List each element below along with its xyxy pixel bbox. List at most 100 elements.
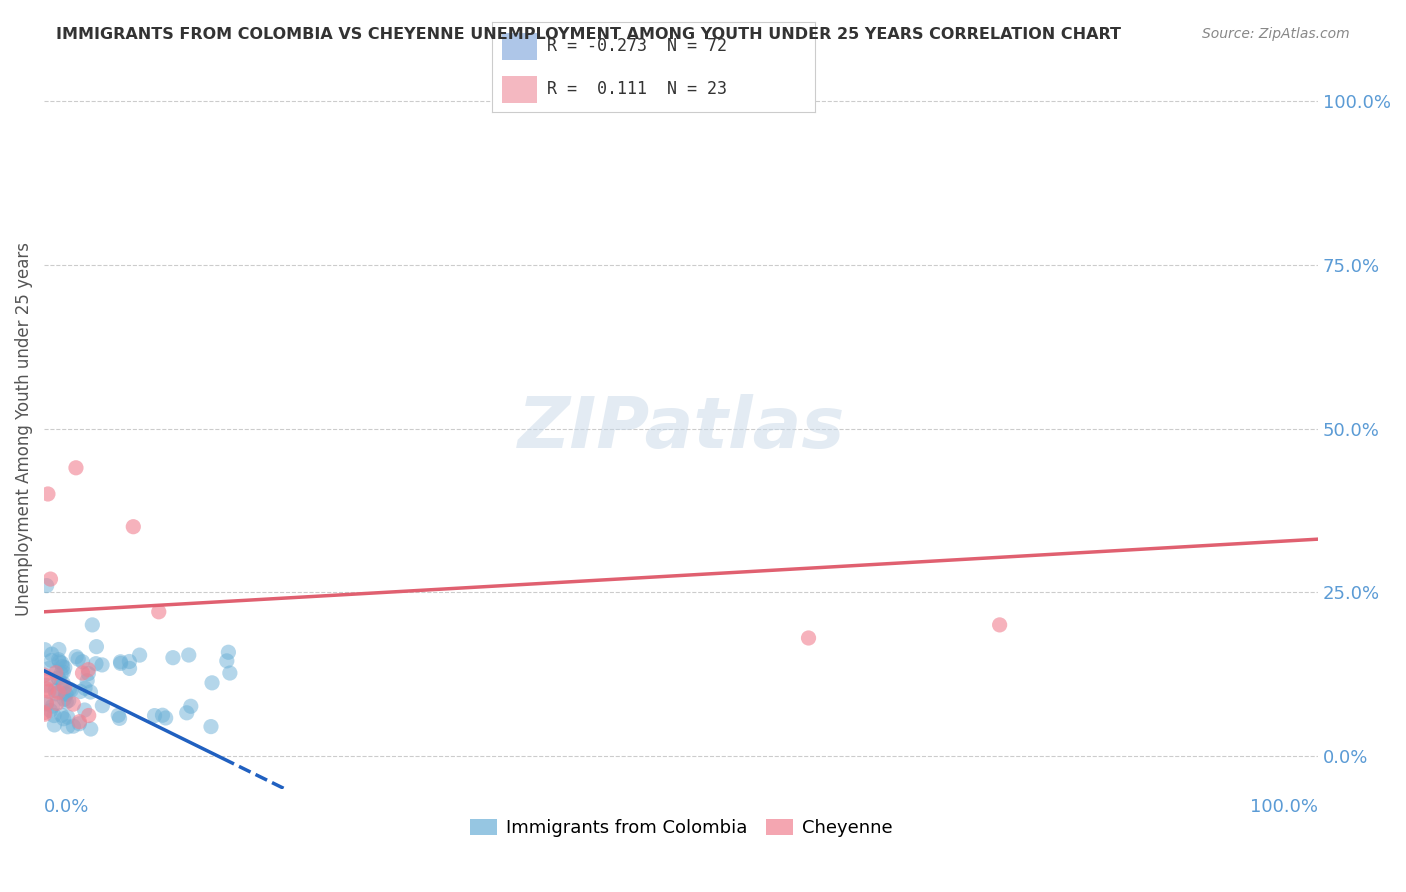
Point: [35, 678, 58, 692]
Point: [51, 708, 73, 723]
Point: [58, 682, 80, 697]
Point: [67, 652, 90, 666]
Point: [65, 460, 87, 475]
Point: [118, 655, 141, 669]
Point: [38, 662, 60, 676]
Text: 100.0%: 100.0%: [1250, 798, 1319, 816]
Point: [62, 697, 84, 711]
Point: [46, 671, 69, 685]
FancyBboxPatch shape: [502, 33, 537, 60]
Point: [73, 703, 96, 717]
Point: [39, 704, 62, 718]
Point: [148, 605, 170, 619]
Y-axis label: Unemployment Among Youth under 25 years: Unemployment Among Youth under 25 years: [15, 242, 32, 615]
Point: [91, 657, 114, 672]
Point: [62, 719, 84, 733]
Point: [55, 695, 77, 709]
Point: [53, 660, 76, 674]
Point: [86, 640, 108, 654]
Point: [80, 722, 103, 736]
Point: [107, 708, 129, 723]
Point: [48, 653, 70, 667]
Point: [67, 714, 90, 729]
Point: [37, 487, 59, 501]
Point: [45, 687, 67, 701]
Point: [67, 716, 90, 731]
Point: [91, 698, 114, 713]
Point: [218, 666, 240, 681]
Point: [177, 648, 200, 662]
Point: [77, 666, 100, 681]
Point: [48, 685, 70, 699]
Point: [41, 699, 63, 714]
Point: [82, 618, 104, 632]
Point: [55, 687, 77, 701]
Text: R = -0.273  N = 72: R = -0.273 N = 72: [547, 37, 727, 55]
Point: [162, 650, 184, 665]
Point: [52, 712, 75, 726]
Point: [53, 692, 76, 706]
Text: ZIPatlas: ZIPatlas: [517, 394, 845, 463]
Point: [35, 579, 58, 593]
FancyBboxPatch shape: [502, 76, 537, 103]
Point: [48, 655, 70, 669]
Point: [42, 708, 65, 723]
Point: [215, 654, 238, 668]
Point: [110, 655, 132, 669]
Point: [35, 696, 58, 710]
Point: [32, 668, 55, 682]
Point: [39, 572, 62, 586]
Point: [45, 665, 67, 680]
Point: [797, 631, 820, 645]
Point: [49, 666, 72, 681]
Text: IMMIGRANTS FROM COLOMBIA VS CHEYENNE UNEMPLOYMENT AMONG YOUTH UNDER 25 YEARS COR: IMMIGRANTS FROM COLOMBIA VS CHEYENNE UNE…: [56, 27, 1121, 42]
Point: [76, 673, 98, 688]
Point: [35, 681, 58, 696]
Text: 0.0%: 0.0%: [44, 798, 90, 816]
Text: Source: ZipAtlas.com: Source: ZipAtlas.com: [1202, 27, 1350, 41]
Point: [52, 676, 75, 690]
Point: [51, 659, 73, 673]
Point: [128, 648, 150, 662]
Point: [152, 708, 174, 723]
Point: [48, 672, 70, 686]
Point: [53, 680, 76, 694]
Point: [180, 699, 202, 714]
Point: [48, 642, 70, 657]
Point: [201, 676, 224, 690]
Point: [73, 681, 96, 696]
Point: [60, 683, 83, 698]
Point: [38, 672, 60, 686]
Point: [56, 710, 79, 724]
Point: [34, 707, 56, 722]
Point: [44, 718, 66, 732]
Point: [72, 655, 94, 669]
Point: [58, 693, 80, 707]
Point: [34, 706, 56, 720]
Point: [200, 720, 222, 734]
Point: [143, 708, 166, 723]
Point: [56, 720, 79, 734]
Point: [41, 647, 63, 661]
Point: [217, 645, 239, 659]
Point: [51, 677, 73, 691]
Point: [155, 711, 177, 725]
Point: [55, 686, 77, 700]
Point: [77, 708, 100, 723]
Point: [69, 684, 91, 698]
Point: [45, 697, 67, 711]
Point: [108, 711, 131, 725]
Point: [41, 653, 63, 667]
Point: [79, 685, 101, 699]
Point: [51, 656, 73, 670]
Point: [84, 657, 107, 671]
Legend: Immigrants from Colombia, Cheyenne: Immigrants from Colombia, Cheyenne: [463, 812, 900, 845]
Text: R =  0.111  N = 23: R = 0.111 N = 23: [547, 80, 727, 98]
Point: [72, 666, 94, 681]
Point: [118, 661, 141, 675]
Point: [110, 657, 132, 671]
Point: [77, 663, 100, 677]
Point: [65, 649, 87, 664]
Point: [44, 683, 66, 698]
Point: [122, 519, 145, 533]
